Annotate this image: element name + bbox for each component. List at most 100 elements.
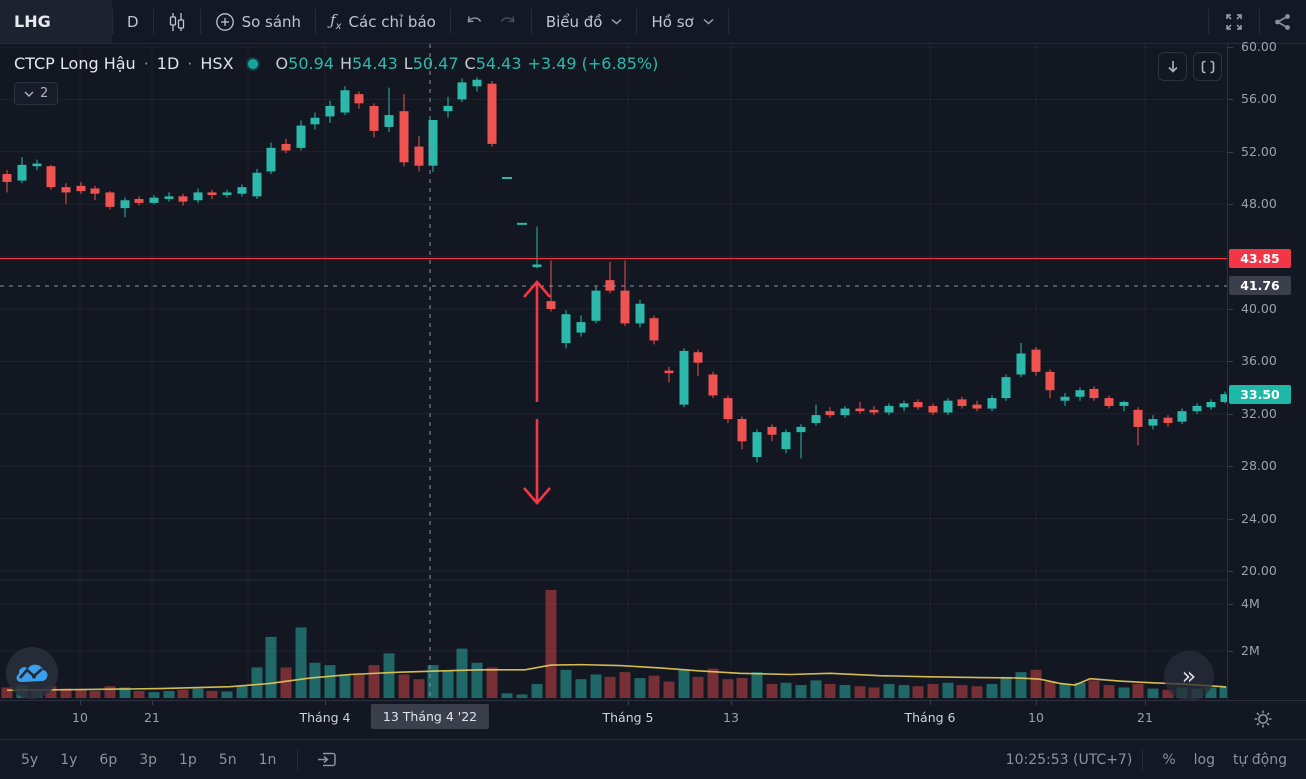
range-button-1n[interactable]: 1n <box>258 751 277 768</box>
clock[interactable]: 10:25:53 (UTC+7) <box>1005 751 1133 768</box>
toolbar-divider <box>152 9 154 34</box>
candle-body <box>869 409 879 413</box>
indicators-collapse-button[interactable]: 2 <box>14 82 59 105</box>
volume-bar <box>442 670 454 698</box>
top-toolbar: LHG D So sánh ƒx Các chỉ báo <box>0 0 1306 44</box>
candle-body <box>1177 411 1187 422</box>
toolbar-divider <box>636 9 638 34</box>
volume-axis-label: 4M <box>1241 596 1260 611</box>
market-status-dot-icon[interactable] <box>247 58 258 69</box>
legend-separator: · <box>187 54 193 73</box>
volume-bar <box>722 679 734 698</box>
symbol-search-button[interactable]: LHG <box>0 0 112 43</box>
chart-menu-button[interactable]: Biểu đồ <box>532 0 637 43</box>
fullscreen-button[interactable] <box>1209 0 1259 43</box>
percent-scale-button[interactable]: % <box>1162 751 1176 768</box>
candle-body <box>591 290 601 321</box>
price-axis[interactable]: 60.00 56.00 52.00 48.00 40.00 36.00 32.00 28.00… <box>1227 39 1306 700</box>
chart-style-button[interactable] <box>154 0 200 43</box>
interval-button[interactable]: D <box>127 12 139 31</box>
candle-body <box>1133 409 1143 427</box>
range-button-1y[interactable]: 1y <box>60 751 78 768</box>
toolbar-divider <box>1208 9 1209 34</box>
time-axis[interactable]: 10 21 Tháng 4 Tháng 5 13 Tháng 6 10 21 13 Tháng … <box>0 700 1306 739</box>
candle-body <box>899 403 909 408</box>
volume-bar <box>309 662 321 698</box>
range-button-6p[interactable]: 6p <box>99 751 118 768</box>
candle-body <box>987 398 997 409</box>
scroll-to-recent-button[interactable] <box>1158 52 1187 81</box>
candle-body <box>296 125 306 148</box>
legend-interval[interactable]: 1D <box>156 54 180 73</box>
candle-body <box>811 415 821 423</box>
range-button-1p[interactable]: 1p <box>179 751 197 768</box>
auto-scale-button[interactable]: tự động <box>1232 751 1287 768</box>
range-button-5n[interactable]: 5n <box>218 751 237 768</box>
candle-body <box>32 163 42 167</box>
arrow-down-icon <box>1167 60 1178 73</box>
volume-bar <box>89 690 101 698</box>
volume-bar <box>1118 687 1130 698</box>
fx-icon: ƒx <box>330 11 342 32</box>
legend-exchange[interactable]: HSX <box>200 54 234 73</box>
candle-body <box>546 301 556 309</box>
axis-settings-gear-icon[interactable] <box>1252 708 1274 734</box>
candle-body <box>105 192 115 207</box>
volume-bar <box>148 692 160 698</box>
profile-menu-button[interactable]: Hồ sơ <box>637 0 727 43</box>
go-to-date-button[interactable] <box>308 746 347 773</box>
candle-body <box>1031 349 1041 372</box>
price-axis-label: 28.00 <box>1241 458 1277 474</box>
volume-bar <box>1147 688 1159 698</box>
volume-bar <box>1205 687 1217 698</box>
range-button-5y[interactable]: 5y <box>21 751 39 768</box>
toolbar-divider <box>199 9 201 34</box>
range-button-3p[interactable]: 3p <box>139 751 157 768</box>
candle-body <box>281 143 291 151</box>
log-scale-button[interactable]: log <box>1193 751 1215 768</box>
indicators-button[interactable]: ƒx Các chỉ báo <box>316 0 450 43</box>
candle-body <box>928 405 938 413</box>
candle-body <box>76 185 86 192</box>
volume-bar <box>839 685 851 698</box>
candle-body <box>752 432 762 458</box>
time-axis-tick <box>152 701 153 705</box>
candle-body <box>840 408 850 416</box>
redo-button[interactable] <box>491 0 531 43</box>
volume-bar <box>1015 672 1027 698</box>
volume-ma-line <box>6 663 1227 692</box>
price-axis-label: 60.00 <box>1241 39 1277 54</box>
chart-canvas[interactable] <box>0 44 1227 700</box>
volume-bar <box>912 686 924 698</box>
volume-bar <box>353 674 365 698</box>
candle-body <box>134 198 144 203</box>
volume-bar <box>471 662 483 698</box>
volume-bar <box>971 686 983 698</box>
candle-body <box>1089 388 1099 399</box>
time-axis-label: 10 <box>72 710 88 725</box>
candle-body <box>222 192 232 196</box>
candle-body <box>443 105 453 112</box>
share-button[interactable] <box>1260 0 1306 43</box>
candle-body <box>532 264 542 268</box>
bottombar-divider <box>1142 749 1144 770</box>
volume-bar <box>707 668 719 698</box>
maximize-pane-button[interactable] <box>1193 52 1222 81</box>
candle-body <box>2 174 12 182</box>
candle-body <box>46 166 56 188</box>
undo-button[interactable] <box>451 0 491 43</box>
volume-bar <box>265 636 277 698</box>
volume-bar <box>868 687 880 698</box>
candle-body <box>325 105 335 117</box>
arrow-up-annotation-head <box>523 280 551 298</box>
volume-bar <box>119 687 131 698</box>
symbol-title[interactable]: CTCP Long Hậu <box>14 54 136 73</box>
compare-button[interactable]: So sánh <box>201 0 316 43</box>
price-axis-badge: 41.76 <box>1229 276 1291 296</box>
open-value: 50.94 <box>288 54 334 73</box>
broker-logo-watermark <box>6 647 58 699</box>
volume-bar <box>751 672 763 698</box>
scroll-right-button[interactable]: » <box>1164 651 1214 701</box>
volume-bar <box>545 589 557 698</box>
candle-body <box>1016 353 1026 375</box>
